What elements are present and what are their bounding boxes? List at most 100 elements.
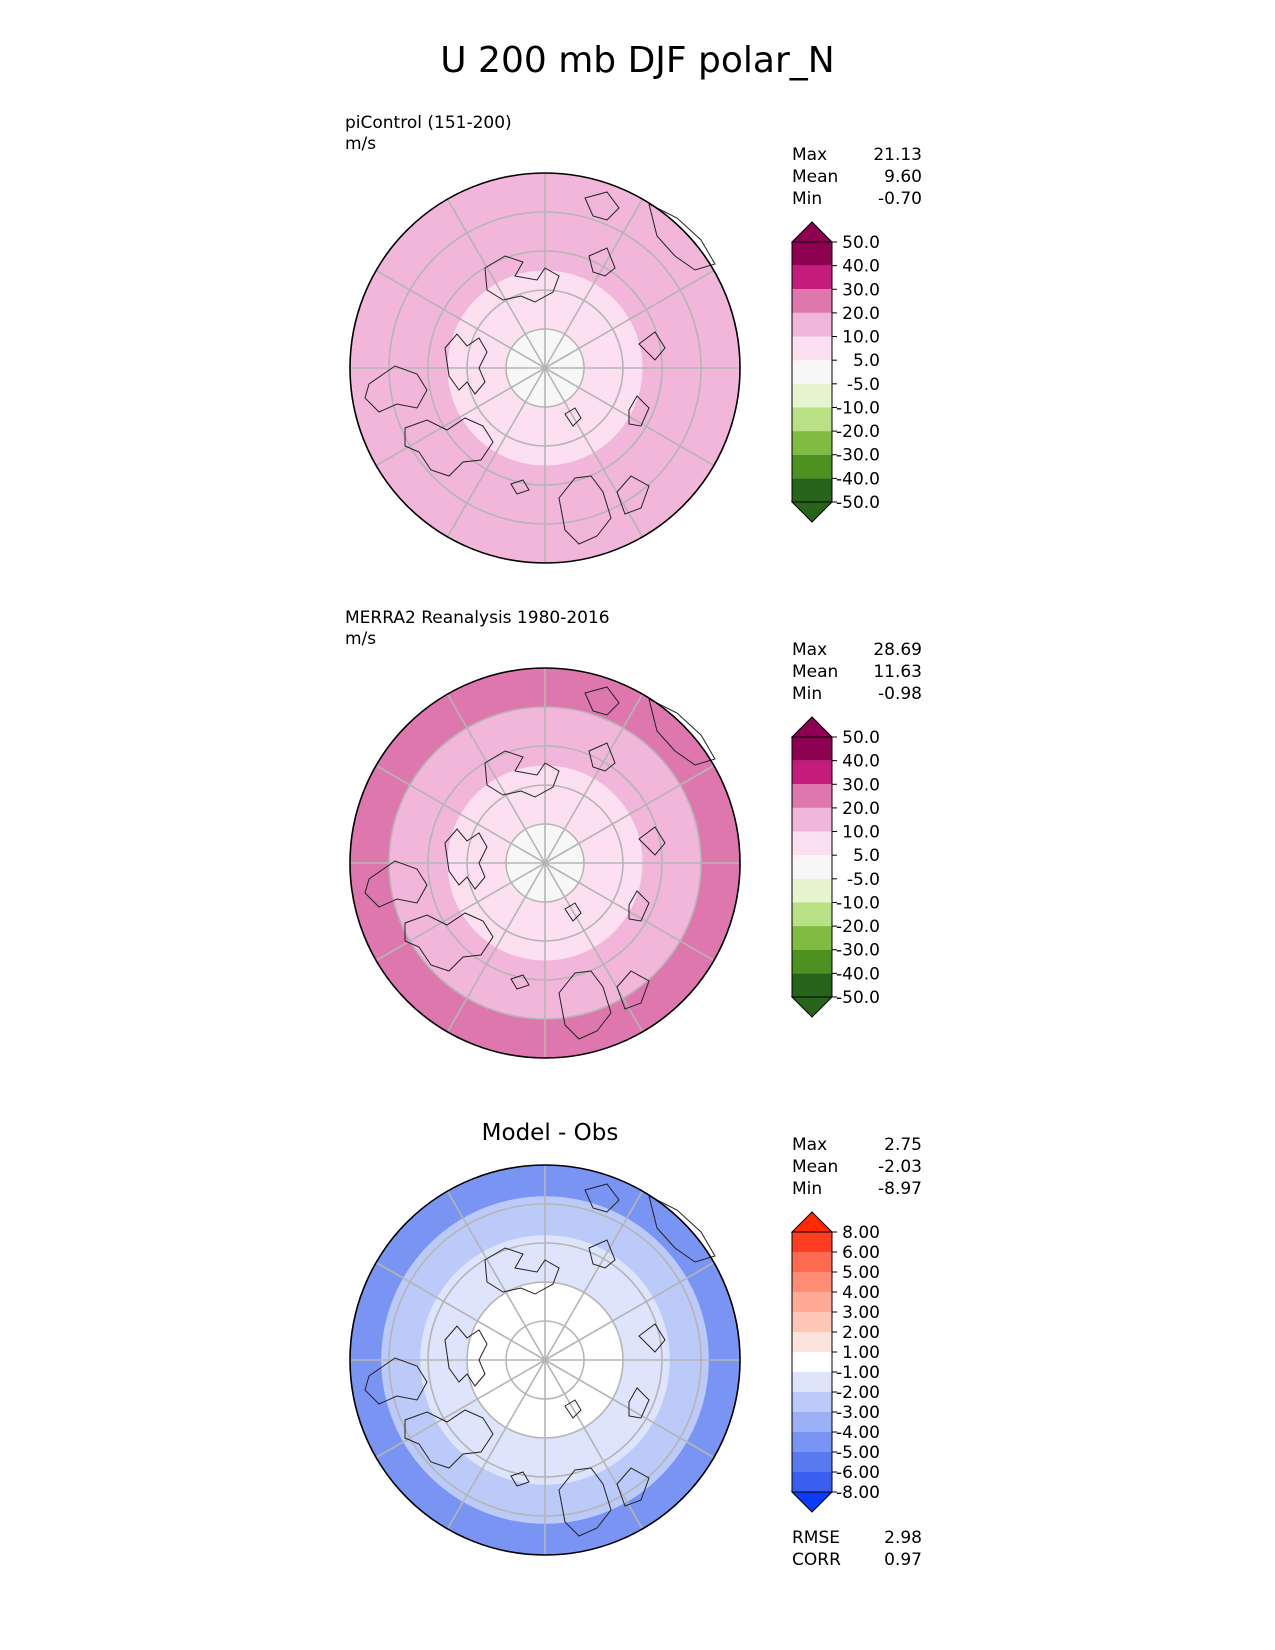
colorbar-segment [792,454,832,479]
colorbar-tick-label: -1.00 [836,1363,880,1383]
coastline [648,698,716,766]
stat-max-label: Max [792,1135,828,1155]
coastline [588,1239,616,1269]
meridian-line [375,367,546,467]
colorbar-tick-label: 30.0 [842,775,880,795]
colorbar-tick-label: -10.0 [836,398,880,418]
stat-min-label: Min [792,1179,823,1199]
map-boundary [349,1164,741,1556]
colorbar-segment [792,431,832,455]
panel-1-polar-map [349,172,741,564]
colorbar-tick-label: 4.00 [842,1283,880,1303]
colorbar-segment [792,949,832,974]
panel-2-polar-map [349,667,741,1059]
colorbar-tick-label: -10.0 [836,893,880,913]
colorbar-tick-label: 1.00 [842,1343,880,1363]
colorbar-segment [792,1352,832,1372]
colorbar-segment [792,855,832,879]
panel-1-label: piControl (151-200) m/s [345,113,512,155]
colorbar-segment [792,383,832,408]
stat-min-value: -8.97 [878,1179,922,1199]
colorbar-tick-label: -30.0 [836,446,880,466]
colorbar-tick-label: 50.0 [842,233,880,253]
coastline [628,1387,650,1419]
colorbar-tick-label: -50.0 [836,988,880,1008]
colorbar-tick-label: 8.00 [842,1223,880,1243]
coastline [616,475,650,515]
coastline [510,1471,530,1487]
colorbar-tick-label: -50.0 [836,493,880,513]
colorbar-segment [792,1392,832,1412]
meridian-line [375,1261,546,1361]
colorbar-over-extension [790,716,834,738]
coastline [444,828,488,890]
panel-3-title: Model - Obs [481,1120,619,1146]
colorbar-segment [792,265,832,290]
map-content [349,172,741,564]
colorbar-segment [792,1412,832,1432]
coastline [628,395,650,427]
panel-3-metrics: RMSE 2.98 CORR 0.97 [792,1527,922,1571]
meridian-line [544,1261,715,1361]
colorbar-under-extension [790,1491,834,1513]
coastline [404,1409,494,1469]
colorbar-tick-label: -30.0 [836,941,880,961]
colorbar-segment [792,1372,832,1392]
colorbar-tick-label: -5.0 [847,375,880,395]
colorbar-segment [792,1432,832,1452]
colorbar-tick-label: 10.0 [842,328,880,348]
colorbar-segment [792,242,832,266]
coastline [628,890,650,922]
colorbar-outline [791,1231,833,1493]
colorbar-tick-label: 40.0 [842,257,880,277]
colorbar-tick-label: -3.00 [836,1403,880,1423]
coastline [404,912,494,972]
colorbar-tick-label: 20.0 [842,799,880,819]
colorbar-tick-label: 5.0 [853,351,880,371]
colorbar-segment [792,289,832,313]
panel-2-colorbar: 50.0 40.0 30.0 20.0 10.0 5.0 -5.0 -10.0 -20.0 -30… [790,716,880,1018]
colorbar-tick-label: 20.0 [842,304,880,324]
rmse-value: 2.98 [884,1528,922,1548]
stat-min-label: Min [792,684,823,704]
coastline [564,1399,582,1419]
colorbar-segment [792,336,832,361]
stat-max-value: 21.13 [873,145,922,165]
map-content [349,667,741,1059]
colorbar-segment [792,973,832,997]
stat-mean-label: Mean [792,662,839,682]
colorbar-segment [792,1472,832,1492]
stat-max-value: 28.69 [873,640,922,660]
coastline [484,255,560,303]
coastline [616,1467,650,1507]
rmse-label: RMSE [792,1528,841,1548]
colorbar-segment [792,407,832,432]
colorbar-tick-label: 2.00 [842,1323,880,1343]
meridian-line [375,764,546,864]
coastline [558,475,612,545]
corr-label: CORR [792,1550,841,1570]
coastline [558,970,612,1040]
colorbar-segment [792,1312,832,1332]
colorbar-tick-label: 5.0 [853,846,880,866]
stat-min-value: -0.70 [878,189,922,209]
coastline [564,407,582,427]
meridian-line [446,367,546,538]
stat-min-value: -0.98 [878,684,922,704]
colorbar-tick-label: -4.00 [836,1423,880,1443]
coastline [444,1325,488,1387]
colorbar-tick-label: 3.00 [842,1303,880,1323]
stat-mean-value: 11.63 [873,662,922,682]
colorbar-tick-label: -20.0 [836,917,880,937]
coastline [638,1323,666,1353]
stat-max-label: Max [792,145,828,165]
coastline [638,331,666,361]
colorbar-segment [792,1332,832,1352]
coastline [648,203,716,271]
colorbar-segment [792,737,832,761]
coastline [364,860,428,908]
colorbar-tick-label: 5.00 [842,1263,880,1283]
meridian-line [544,862,644,1033]
panel-3-colorbar: 8.006.005.004.003.002.001.00-1.00-2.00-3… [790,1211,880,1513]
meridian-line [544,764,715,864]
